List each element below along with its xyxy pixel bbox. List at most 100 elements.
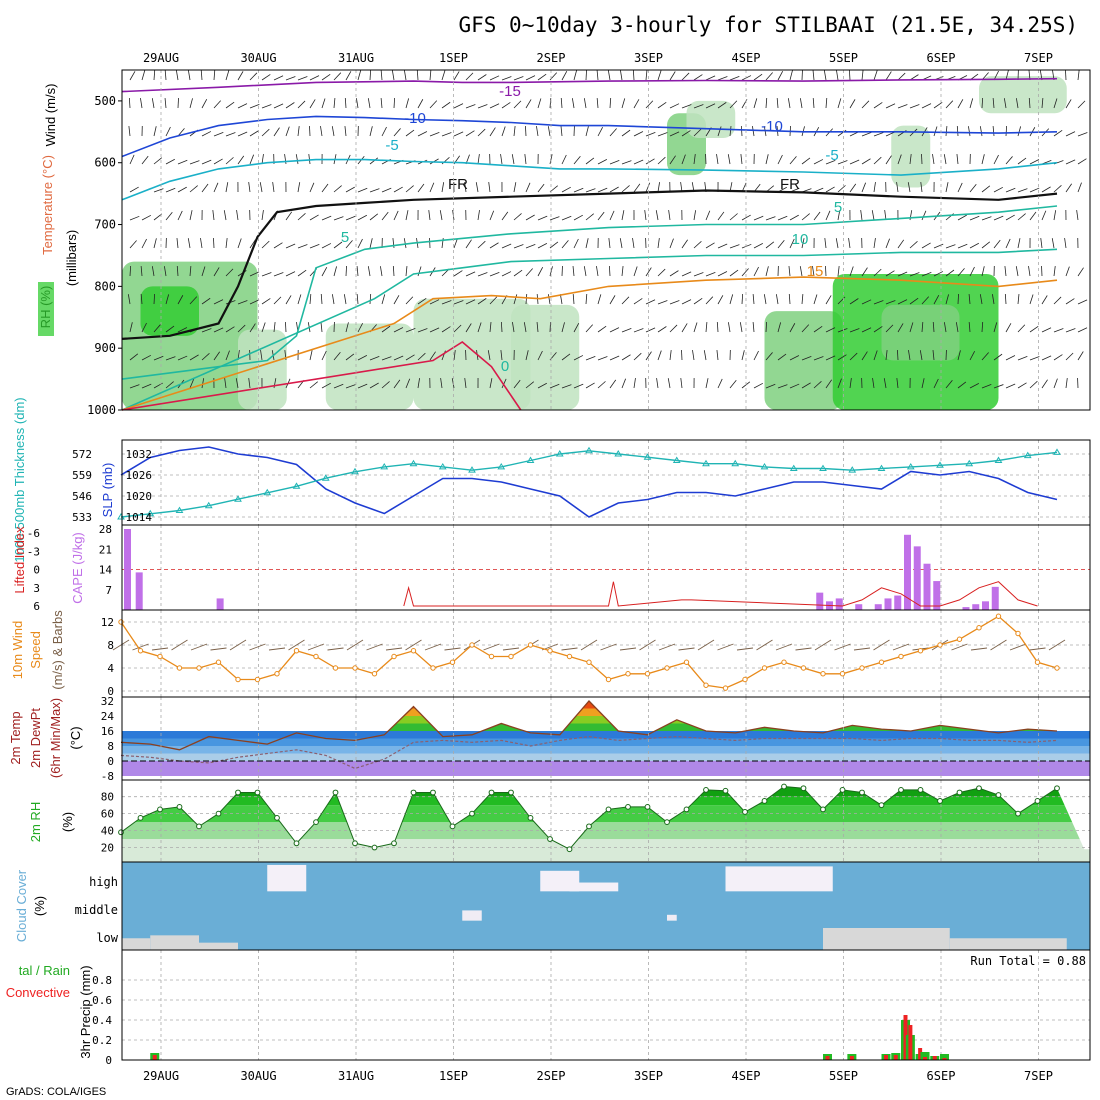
wind-barb bbox=[873, 102, 883, 109]
wind-speed-marker bbox=[781, 659, 787, 665]
wind-barb bbox=[177, 327, 188, 333]
precip-convective-bar bbox=[152, 1055, 157, 1060]
wind-barb bbox=[957, 214, 967, 221]
wind-barb bbox=[993, 353, 1003, 361]
wind-barb bbox=[417, 99, 424, 109]
wind-barb bbox=[488, 182, 491, 193]
wind-barb bbox=[248, 378, 251, 389]
temp-tick-label: -8 bbox=[101, 770, 114, 783]
wind-barb bbox=[320, 322, 323, 333]
wind-barb bbox=[1009, 643, 1027, 651]
li-tick-label: -3 bbox=[27, 545, 40, 558]
wind-barb bbox=[369, 355, 380, 361]
wind-barb bbox=[753, 73, 763, 81]
wind-barb bbox=[272, 182, 275, 193]
contour-label: -15 bbox=[499, 83, 521, 100]
contour-label: 10 bbox=[792, 231, 809, 248]
wind-barb bbox=[237, 71, 244, 81]
wind-barb bbox=[885, 324, 894, 333]
wind-barb bbox=[955, 322, 959, 333]
li-tick-label: 3 bbox=[33, 582, 40, 595]
wind-barb bbox=[525, 293, 528, 305]
wind-barb bbox=[187, 238, 191, 249]
wind-speed-marker bbox=[898, 653, 904, 660]
wind-barb bbox=[716, 321, 719, 333]
wind-barb bbox=[537, 350, 543, 361]
wind-barb bbox=[523, 322, 527, 333]
cloud-high-block bbox=[725, 866, 833, 892]
wind-barb bbox=[969, 383, 980, 389]
axis-label-wind-speed: Speed bbox=[28, 631, 43, 669]
wind-barb bbox=[681, 130, 691, 137]
rh-shade bbox=[122, 786, 1090, 797]
wind-barb bbox=[225, 70, 230, 81]
wind-barb bbox=[187, 70, 191, 81]
wind-barb bbox=[405, 266, 408, 277]
wind-speed-marker bbox=[644, 671, 651, 677]
wind-barb bbox=[439, 210, 443, 221]
thickness-marker bbox=[731, 459, 740, 467]
wind-barb bbox=[644, 210, 647, 221]
date-tick-top: 1SEP bbox=[439, 51, 468, 65]
wind-barb bbox=[609, 295, 616, 305]
wind-barb bbox=[288, 639, 305, 651]
wind-barb bbox=[549, 98, 552, 109]
wind-barb bbox=[801, 238, 805, 249]
wind-barb bbox=[1029, 326, 1039, 333]
rh-marker bbox=[508, 789, 514, 796]
contour-label: 15 bbox=[807, 263, 824, 280]
thickness-marker bbox=[351, 467, 359, 475]
wind-barb bbox=[213, 100, 222, 109]
wind-barb bbox=[369, 69, 372, 81]
cloud-low-block bbox=[150, 935, 199, 950]
wind-barb bbox=[1053, 266, 1056, 277]
wind-barb bbox=[739, 322, 743, 333]
wind-barb bbox=[740, 154, 743, 165]
wind-barb bbox=[297, 213, 306, 221]
wind-barb bbox=[200, 69, 203, 81]
axis-label-cape: CAPE (J/kg) bbox=[70, 532, 85, 604]
wind-barb bbox=[429, 70, 432, 81]
wind-barb bbox=[883, 378, 887, 389]
cape-bar bbox=[962, 607, 970, 610]
wind-barb bbox=[945, 126, 948, 137]
wind-barb bbox=[345, 353, 355, 361]
date-tick-bottom: 3SEP bbox=[634, 1069, 663, 1083]
wind-barb bbox=[597, 325, 607, 333]
thickness-marker bbox=[175, 506, 184, 514]
rh-marker bbox=[605, 806, 612, 813]
wind-barb bbox=[933, 243, 944, 249]
thickness-tick-label: 546 bbox=[72, 490, 92, 503]
wind-barb bbox=[393, 295, 400, 305]
wind-barb bbox=[812, 266, 815, 277]
wind-barb bbox=[249, 323, 256, 333]
wind-barb bbox=[825, 186, 835, 193]
wind-barb bbox=[969, 215, 980, 221]
rh-marker bbox=[917, 787, 924, 793]
wind-barb bbox=[465, 271, 476, 277]
wind-barb bbox=[165, 294, 170, 305]
wind-barb bbox=[849, 99, 856, 109]
wind-barb bbox=[129, 384, 140, 389]
wind-barb bbox=[897, 239, 905, 249]
wind-barb bbox=[1005, 70, 1009, 81]
wind-barb bbox=[897, 299, 908, 305]
wind-barb bbox=[225, 182, 229, 193]
thickness-marker bbox=[468, 466, 476, 473]
bottom-date-ticks: 29AUG 30AUG 31AUG 1SEP 2SEP 3SEP 4SEP 5SEP 6SEP 7… bbox=[143, 1069, 1053, 1083]
wind-barb bbox=[297, 100, 306, 109]
thickness-marker bbox=[321, 474, 330, 481]
wind-barb bbox=[697, 639, 715, 651]
wind-barb bbox=[669, 300, 680, 305]
isotherm-line bbox=[121, 158, 1058, 201]
date-tick-bottom: 2SEP bbox=[537, 1069, 566, 1083]
wind-barb bbox=[1015, 266, 1019, 277]
wind-barb bbox=[729, 379, 737, 389]
wind-barb bbox=[1053, 210, 1057, 221]
wind-barb bbox=[453, 238, 458, 249]
temp-band bbox=[122, 753, 1090, 761]
wind-barb bbox=[1041, 98, 1044, 109]
rh-marker bbox=[937, 798, 943, 804]
wind-barb bbox=[825, 210, 831, 221]
wind-barb bbox=[969, 183, 977, 193]
